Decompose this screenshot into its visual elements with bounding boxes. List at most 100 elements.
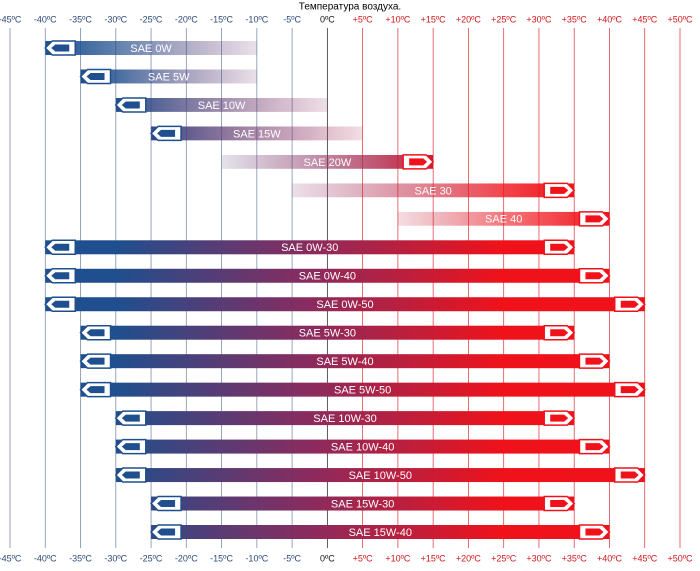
arrow-right-icon [550, 329, 569, 337]
arrow-right-icon [409, 158, 428, 166]
x-tick-label: +15ºC [421, 14, 447, 24]
x-tick-label: +5ºC [353, 553, 374, 563]
x-tick-label: -40ºC [34, 14, 57, 24]
x-tick-label: +40ºC [597, 14, 623, 24]
x-tick-label: +30ºC [526, 14, 552, 24]
arrow-right-icon [620, 471, 639, 479]
arrow-right-icon [620, 386, 639, 394]
arrow-left-icon [157, 500, 176, 508]
bar [292, 183, 575, 198]
x-tick-label: +20ºC [456, 14, 482, 24]
bar-label: SAE 5W-30 [299, 328, 356, 340]
x-tick-label: 0ºC [320, 553, 335, 563]
arrow-right-icon [585, 443, 604, 451]
arrow-left-icon [121, 414, 140, 422]
x-tick-label: -30ºC [104, 553, 127, 563]
x-tick-label: -35ºC [69, 14, 92, 24]
x-tick-label: -10ºC [245, 14, 268, 24]
bar [115, 439, 610, 454]
bar-label: SAE 5W-40 [316, 356, 373, 368]
bar [45, 41, 257, 55]
arrow-left-icon [51, 44, 70, 52]
bar [45, 240, 575, 255]
x-tick-label: 0ºC [320, 14, 335, 24]
bar [397, 211, 610, 226]
arrow-right-icon [585, 272, 604, 280]
x-tick-label: +40ºC [597, 553, 623, 563]
bar-label: SAE 10W-30 [313, 413, 376, 425]
arrow-left-icon [51, 300, 70, 308]
x-tick-label: +30ºC [526, 553, 552, 563]
x-tick-label: -20ºC [175, 14, 198, 24]
x-tick-label: +5ºC [353, 14, 374, 24]
arrow-right-icon [585, 357, 604, 365]
x-tick-label: -15ºC [210, 14, 233, 24]
x-tick-label: +35ºC [562, 14, 588, 24]
arrow-left-icon [51, 243, 70, 251]
x-tick-label: +35ºC [562, 553, 588, 563]
bar [80, 354, 610, 369]
bar [115, 97, 328, 112]
x-tick-label: -5ºC [283, 14, 301, 24]
arrow-right-icon [550, 243, 569, 251]
bar-label: SAE 30 [415, 185, 452, 197]
arrow-right-icon [550, 186, 569, 194]
bar-label: SAE 15W [233, 128, 281, 140]
chart-title: Температура воздуха. [299, 2, 401, 13]
bar-label: SAE 10W [198, 100, 246, 112]
bar [80, 69, 257, 84]
x-tick-label: -40ºC [34, 553, 57, 563]
bar [115, 411, 575, 426]
x-tick-label: +45ºC [632, 553, 658, 563]
x-tick-label: -15ºC [210, 553, 233, 563]
x-tick-label: -35ºC [69, 553, 92, 563]
arrow-left-icon [157, 129, 176, 137]
x-tick-label: -45ºC [0, 14, 22, 24]
bar-label: SAE 5W [148, 71, 190, 83]
arrow-left-icon [86, 357, 105, 365]
bar [45, 297, 645, 312]
bar-label: SAE 40 [485, 214, 522, 226]
x-tick-label: -5ºC [283, 553, 301, 563]
bar [151, 126, 363, 141]
arrow-left-icon [86, 386, 105, 394]
bar-label: SAE 20W [304, 157, 352, 169]
x-tick-label: +10ºC [385, 14, 411, 24]
arrow-left-icon [121, 101, 140, 109]
x-tick-label: -30ºC [104, 14, 127, 24]
x-tick-label: +45ºC [632, 14, 658, 24]
arrow-right-icon [620, 300, 639, 308]
bar-label: SAE 15W-40 [349, 527, 412, 539]
x-tick-label: -25ºC [140, 553, 163, 563]
bar-label: SAE 10W-40 [331, 441, 394, 453]
arrow-left-icon [157, 528, 176, 536]
x-tick-label: -25ºC [140, 14, 163, 24]
x-tick-label: +50ºC [667, 14, 693, 24]
x-tick-label: +25ºC [491, 553, 517, 563]
arrow-left-icon [121, 443, 140, 451]
bar [151, 525, 610, 539]
bar [115, 468, 645, 483]
x-tick-label: -20ºC [175, 553, 198, 563]
arrow-right-icon [585, 528, 604, 536]
bar-label: SAE 15W-30 [331, 498, 394, 510]
bar [80, 325, 575, 340]
bar-label: SAE 0W-50 [316, 299, 373, 311]
arrow-left-icon [86, 329, 105, 337]
arrow-right-icon [550, 500, 569, 508]
x-tick-label: +50ºC [667, 553, 693, 563]
arrow-left-icon [51, 272, 70, 280]
bar [151, 496, 575, 511]
bar-label: SAE 0W [130, 43, 172, 55]
arrow-left-icon [86, 72, 105, 80]
x-tick-label: -45ºC [0, 553, 22, 563]
x-tick-label: +20ºC [456, 553, 482, 563]
bar [80, 382, 645, 397]
arrow-right-icon [550, 414, 569, 422]
x-tick-label: +25ºC [491, 14, 517, 24]
bar-label: SAE 5W-50 [334, 385, 391, 397]
bar [221, 154, 434, 169]
x-tick-label: -10ºC [245, 553, 268, 563]
bar-label: SAE 0W-40 [299, 271, 356, 283]
